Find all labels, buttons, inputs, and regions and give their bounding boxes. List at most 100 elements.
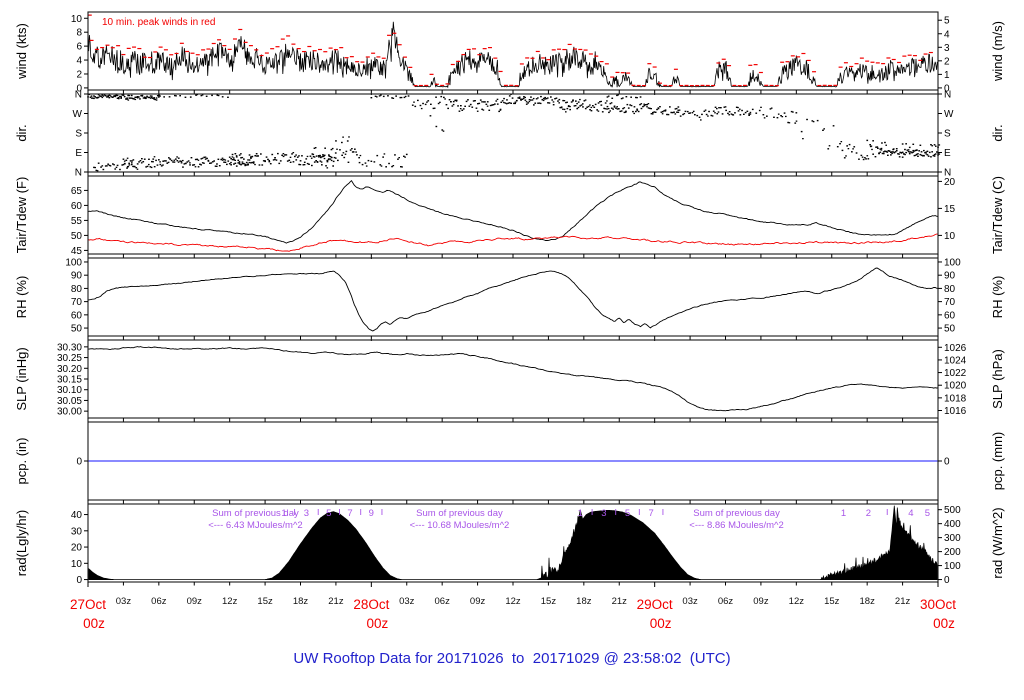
y-tick-label-left: 4 xyxy=(76,56,82,67)
daylight-hour-label: 1 xyxy=(281,508,286,519)
x-tick-label-date: 30Oct xyxy=(920,597,956,612)
daylight-hour-label: 5 xyxy=(625,508,630,519)
y-tick-label-right: 15 xyxy=(944,204,956,215)
y-tick-label-right: E xyxy=(944,148,951,159)
x-tick-label-hour: 00z xyxy=(650,616,672,631)
y-tick-label-right: S xyxy=(944,129,951,140)
y-tick-label-left: 50 xyxy=(71,231,83,242)
y-tick-label-left: 55 xyxy=(71,216,83,227)
daylight-hour-label: 4 xyxy=(908,508,913,519)
y-tick-label-left: 2 xyxy=(76,69,82,80)
y-tick-label-right: 3 xyxy=(944,43,950,54)
x-tick-label-hour: 00z xyxy=(83,616,105,631)
panel-frame-rh xyxy=(87,257,939,337)
annotation-line2: <--- 10.68 MJoules/m^2 xyxy=(410,520,510,531)
axis-title-left-dir: dir. xyxy=(14,124,29,141)
y-tick-label-right: 1020 xyxy=(944,381,967,392)
series-slp xyxy=(87,346,939,412)
axis-title-left-tair_tdew: Tair/Tdew (F) xyxy=(14,177,29,254)
axis-title-right-wind: wind (m/s) xyxy=(990,21,1005,82)
annotation-line2: <--- 8.86 MJoules/m^2 xyxy=(689,520,783,531)
y-tick-label-right: 100 xyxy=(944,561,961,572)
y-tick-label-left: 50 xyxy=(71,324,83,335)
radiation-sum-annotation: Sum of previous day<--- 6.43 MJoules/m^2 xyxy=(208,508,302,531)
y-tick-label-left: 30 xyxy=(71,526,83,537)
y-tick-label-left: 30.10 xyxy=(57,385,82,396)
x-tick-label-minor: 12z xyxy=(505,596,521,607)
y-tick-label-right: 300 xyxy=(944,533,961,544)
y-tick-label-left: 60 xyxy=(71,201,83,212)
daylight-hour-label: 3 xyxy=(601,508,606,519)
axis-title-left-slp: SLP (inHg) xyxy=(14,347,29,410)
x-tick-label-minor: 18z xyxy=(860,596,876,607)
y-tick-label-right: 1026 xyxy=(944,343,967,354)
y-tick-label-right: 1016 xyxy=(944,406,967,417)
panel-frame-wind xyxy=(87,11,939,91)
x-tick-label-hour: 00z xyxy=(366,616,388,631)
axis-title-right-tair_tdew: Tair/Tdew (C) xyxy=(990,176,1005,254)
y-tick-label-left: 90 xyxy=(71,271,83,282)
daylight-hour-label: 1 xyxy=(841,508,846,519)
series-rh xyxy=(87,267,939,332)
y-tick-label-left: 30.30 xyxy=(57,342,82,353)
x-tick-label-minor: 06z xyxy=(435,596,451,607)
x-tick-label-date: 29Oct xyxy=(637,597,673,612)
y-tick-label-right: 90 xyxy=(944,271,956,282)
y-tick-label-left: 0 xyxy=(76,83,82,94)
y-tick-label-left: 100 xyxy=(65,257,82,268)
x-tick-label-minor: 12z xyxy=(222,596,238,607)
x-tick-label-minor: 15z xyxy=(257,596,273,607)
x-tick-label-date: 28Oct xyxy=(353,597,389,612)
axis-title-left-pcp: pcp. (in) xyxy=(14,438,29,485)
y-tick-label-right: 0 xyxy=(944,83,950,94)
y-tick-label-right: 4 xyxy=(944,29,950,40)
x-tick-label-minor: 21z xyxy=(328,596,344,607)
y-tick-label-right: 1022 xyxy=(944,368,967,379)
y-tick-label-right: W xyxy=(944,109,954,120)
y-tick-label-left: 20 xyxy=(71,543,83,554)
radiation-sum-annotation: Sum of previous day<--- 10.68 MJoules/m^… xyxy=(410,508,510,531)
x-tick-label-minor: 09z xyxy=(470,596,486,607)
x-tick-label-minor: 15z xyxy=(541,596,557,607)
daylight-hour-label: 5 xyxy=(326,508,331,519)
daylight-hour-label: 3 xyxy=(304,508,309,519)
daylight-hour-label: 2 xyxy=(866,508,871,519)
y-tick-label-left: 80 xyxy=(71,284,83,295)
series-tair xyxy=(87,180,939,244)
y-tick-label-left: S xyxy=(75,129,82,140)
y-tick-label-right: 50 xyxy=(944,324,956,335)
series-peak-winds xyxy=(87,14,933,87)
x-tick-label-minor: 09z xyxy=(753,596,769,607)
annotation-line1: Sum of previous day xyxy=(693,508,780,519)
y-tick-label-left: 10 xyxy=(71,559,83,570)
axis-title-right-rad: rad (W/m^2) xyxy=(990,507,1005,578)
y-tick-label-left: 0 xyxy=(76,457,82,468)
y-tick-label-left: 30.00 xyxy=(57,407,82,418)
x-tick-label-minor: 12z xyxy=(789,596,805,607)
daylight-hour-label: 1 xyxy=(578,508,583,519)
y-tick-label-right: 1024 xyxy=(944,355,967,366)
y-axis-rh: 50 60 70 80 90 100 50 60 70 80 90 100 xyxy=(65,257,961,341)
y-tick-label-right: 0 xyxy=(944,457,950,468)
y-tick-label-right: 1 xyxy=(944,70,950,81)
figure-title: UW Rooftop Data for 20171026 to 20171029… xyxy=(293,650,731,667)
y-tick-label-right: 5 xyxy=(944,16,950,27)
axis-title-right-pcp: pcp. (mm) xyxy=(990,432,1005,491)
y-tick-label-right: 10 xyxy=(944,231,956,242)
y-tick-label-left: N xyxy=(75,90,82,101)
y-tick-label-right: 500 xyxy=(944,505,961,516)
x-tick-label-minor: 21z xyxy=(612,596,628,607)
x-tick-label-minor: 21z xyxy=(895,596,911,607)
y-tick-label-right: N xyxy=(944,168,951,179)
y-tick-label-right: 100 xyxy=(944,257,961,268)
y-axis-wind: 0 2 4 6 8 10 0 1 2 3 4 5 xyxy=(71,14,950,95)
panel-tair_tdew: 45 50 55 60 65 10 15 20 Tair/Tdew (F) Tair/Tdew (… xyxy=(14,175,1005,259)
y-tick-label-left: N xyxy=(75,168,82,179)
daylight-hour-label: 7 xyxy=(347,508,352,519)
x-axis-labels: 03z 06z 09z 12z 15z 18z 21z 03z 06z 09z 12z 15z 18z 2… xyxy=(70,596,956,631)
